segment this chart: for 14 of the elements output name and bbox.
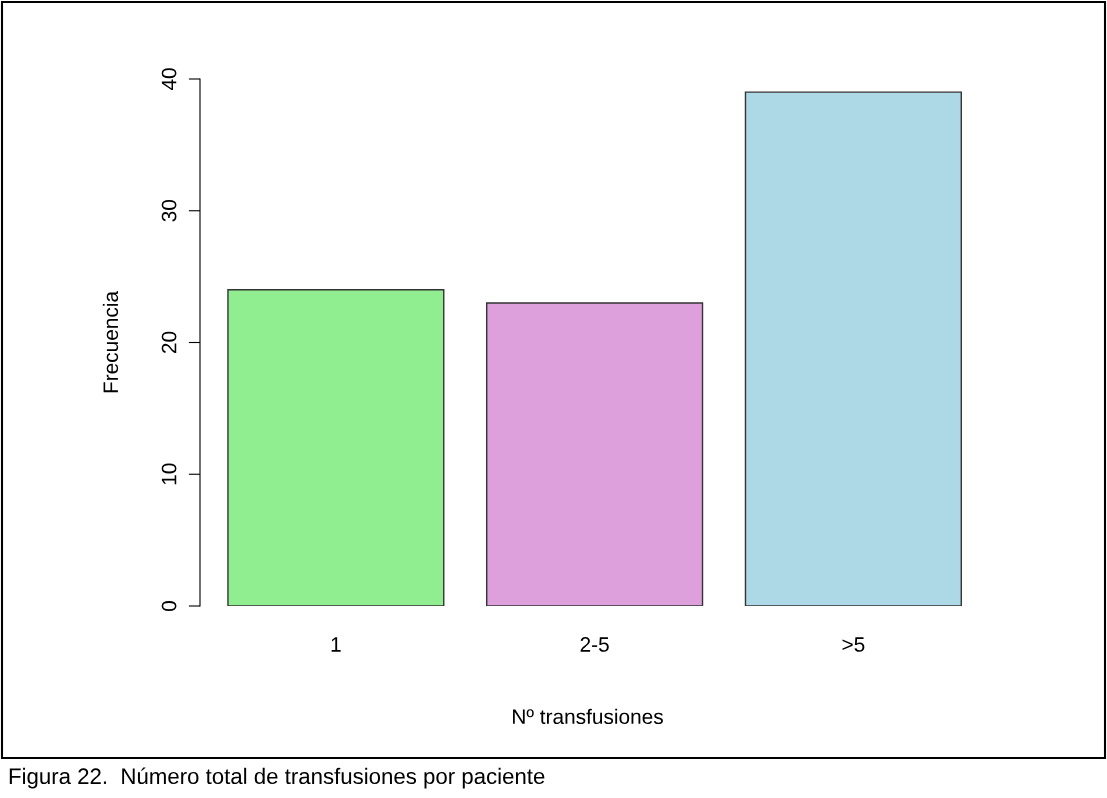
y-tick-label: 10 — [161, 463, 177, 485]
x-tick-label: 2-5 — [580, 637, 609, 652]
y-tick-label: 20 — [161, 331, 177, 354]
x-tick-label: >5 — [842, 637, 865, 652]
bar — [227, 289, 445, 606]
x-axis-title: Nº transfusiones — [513, 708, 663, 725]
text: Figura 22. Número total de transfusiones por paciente — [9, 767, 545, 789]
y-axis-title: Frecuencia — [102, 290, 119, 393]
y-tick-label: 30 — [161, 199, 177, 222]
y-tick-label: 0 — [161, 601, 177, 611]
x-tick-label: 1 — [331, 637, 341, 652]
bar — [486, 302, 704, 606]
bar — [744, 91, 962, 606]
y-tick-label: 40 — [161, 68, 177, 91]
